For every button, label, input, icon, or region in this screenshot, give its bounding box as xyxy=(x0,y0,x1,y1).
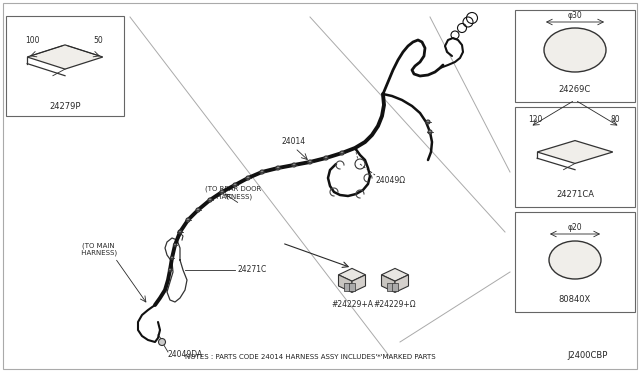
Text: 24014: 24014 xyxy=(282,137,306,146)
Circle shape xyxy=(208,198,212,202)
Polygon shape xyxy=(395,275,408,292)
Text: φ30: φ30 xyxy=(568,11,582,20)
Ellipse shape xyxy=(549,241,601,279)
Text: NOTES : PARTS CODE 24014 HARNESS ASSY INCLUDES'*'MARKED PARTS: NOTES : PARTS CODE 24014 HARNESS ASSY IN… xyxy=(185,354,435,360)
Circle shape xyxy=(220,190,224,194)
Text: 100: 100 xyxy=(25,36,39,45)
Text: 24279P: 24279P xyxy=(49,102,81,111)
Polygon shape xyxy=(339,275,352,292)
Circle shape xyxy=(170,256,173,260)
Circle shape xyxy=(178,230,182,234)
Circle shape xyxy=(276,166,280,170)
Text: 120: 120 xyxy=(528,115,542,124)
Bar xyxy=(515,107,635,207)
Bar xyxy=(6,16,124,116)
Circle shape xyxy=(159,339,166,346)
Bar xyxy=(387,283,392,291)
Bar xyxy=(515,10,635,102)
Circle shape xyxy=(426,120,430,124)
Circle shape xyxy=(428,130,432,134)
Polygon shape xyxy=(339,269,365,281)
Polygon shape xyxy=(352,275,365,292)
Bar xyxy=(515,212,635,312)
Circle shape xyxy=(173,243,177,247)
Circle shape xyxy=(308,160,312,164)
Text: J2400CBP: J2400CBP xyxy=(568,351,608,360)
Text: 24049DA: 24049DA xyxy=(168,350,204,359)
Text: 80840X: 80840X xyxy=(559,295,591,304)
Circle shape xyxy=(233,183,237,187)
Text: 50: 50 xyxy=(93,36,103,45)
Text: (TO MAIN
 HARNESS): (TO MAIN HARNESS) xyxy=(79,242,117,257)
Circle shape xyxy=(186,218,190,222)
Circle shape xyxy=(292,163,296,167)
Text: 24271C: 24271C xyxy=(237,266,266,275)
Text: #24229+Ω: #24229+Ω xyxy=(374,300,416,309)
Circle shape xyxy=(168,269,172,272)
Bar xyxy=(344,283,349,291)
Bar xyxy=(392,283,398,291)
Circle shape xyxy=(260,170,264,174)
Circle shape xyxy=(324,156,328,160)
Circle shape xyxy=(246,176,250,180)
Polygon shape xyxy=(537,141,612,163)
Text: 80: 80 xyxy=(610,115,620,124)
Bar xyxy=(349,283,355,291)
Ellipse shape xyxy=(544,28,606,72)
Text: 24049Ω: 24049Ω xyxy=(376,176,406,185)
Circle shape xyxy=(340,151,344,155)
Polygon shape xyxy=(381,269,408,281)
Polygon shape xyxy=(381,275,395,292)
Text: 24271CA: 24271CA xyxy=(556,190,594,199)
Circle shape xyxy=(179,230,182,234)
Polygon shape xyxy=(28,45,103,69)
Text: φ20: φ20 xyxy=(568,223,582,232)
Text: 24269C: 24269C xyxy=(559,85,591,94)
Circle shape xyxy=(196,208,200,212)
Text: (TO REAR DOOR
 HARNESS): (TO REAR DOOR HARNESS) xyxy=(205,185,261,199)
Text: #24229+A: #24229+A xyxy=(331,300,373,309)
